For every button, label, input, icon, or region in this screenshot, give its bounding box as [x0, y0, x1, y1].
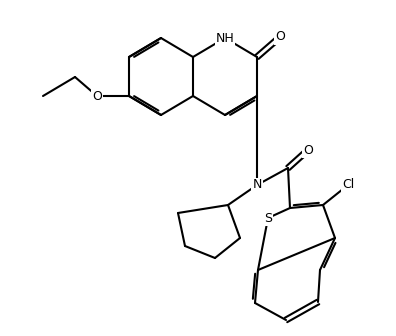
Text: S: S [264, 211, 272, 224]
Text: O: O [303, 143, 313, 157]
Text: NH: NH [216, 32, 234, 44]
Text: O: O [92, 89, 102, 102]
Text: N: N [252, 178, 262, 192]
Text: O: O [275, 31, 285, 43]
Text: Cl: Cl [342, 178, 354, 192]
